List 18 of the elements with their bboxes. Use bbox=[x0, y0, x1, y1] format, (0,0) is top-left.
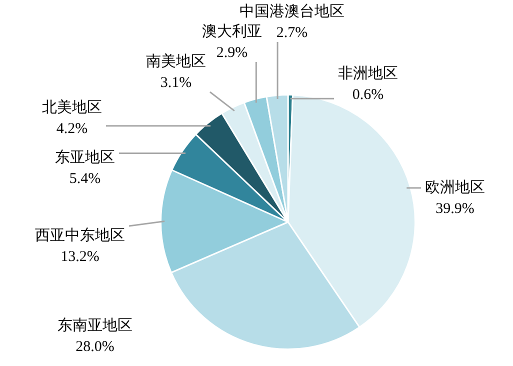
data-label: 28.0% bbox=[76, 338, 114, 355]
slice-label: 澳大利亚 bbox=[202, 22, 262, 40]
slice-label: 东南亚地区 bbox=[58, 316, 132, 334]
data-label: 39.9% bbox=[436, 200, 474, 217]
slice-label: 西亚中东地区 bbox=[35, 226, 125, 244]
slice-label: 非洲地区 bbox=[338, 64, 398, 82]
data-label: 2.7% bbox=[276, 24, 308, 41]
data-label: 4.2% bbox=[56, 120, 88, 137]
data-label: 13.2% bbox=[60, 248, 100, 265]
slice-label: 东亚地区 bbox=[55, 148, 115, 166]
data-label: 5.4% bbox=[69, 170, 101, 187]
slice-label: 南美地区 bbox=[146, 52, 206, 70]
slice-label: 北美地区 bbox=[42, 98, 102, 116]
data-label: 2.9% bbox=[216, 44, 248, 61]
slice-label: 欧洲地区 bbox=[425, 178, 485, 196]
slice-label: 中国港澳台地区 bbox=[240, 2, 344, 20]
data-label: 0.6% bbox=[352, 86, 384, 103]
data-label: 3.1% bbox=[160, 74, 192, 91]
